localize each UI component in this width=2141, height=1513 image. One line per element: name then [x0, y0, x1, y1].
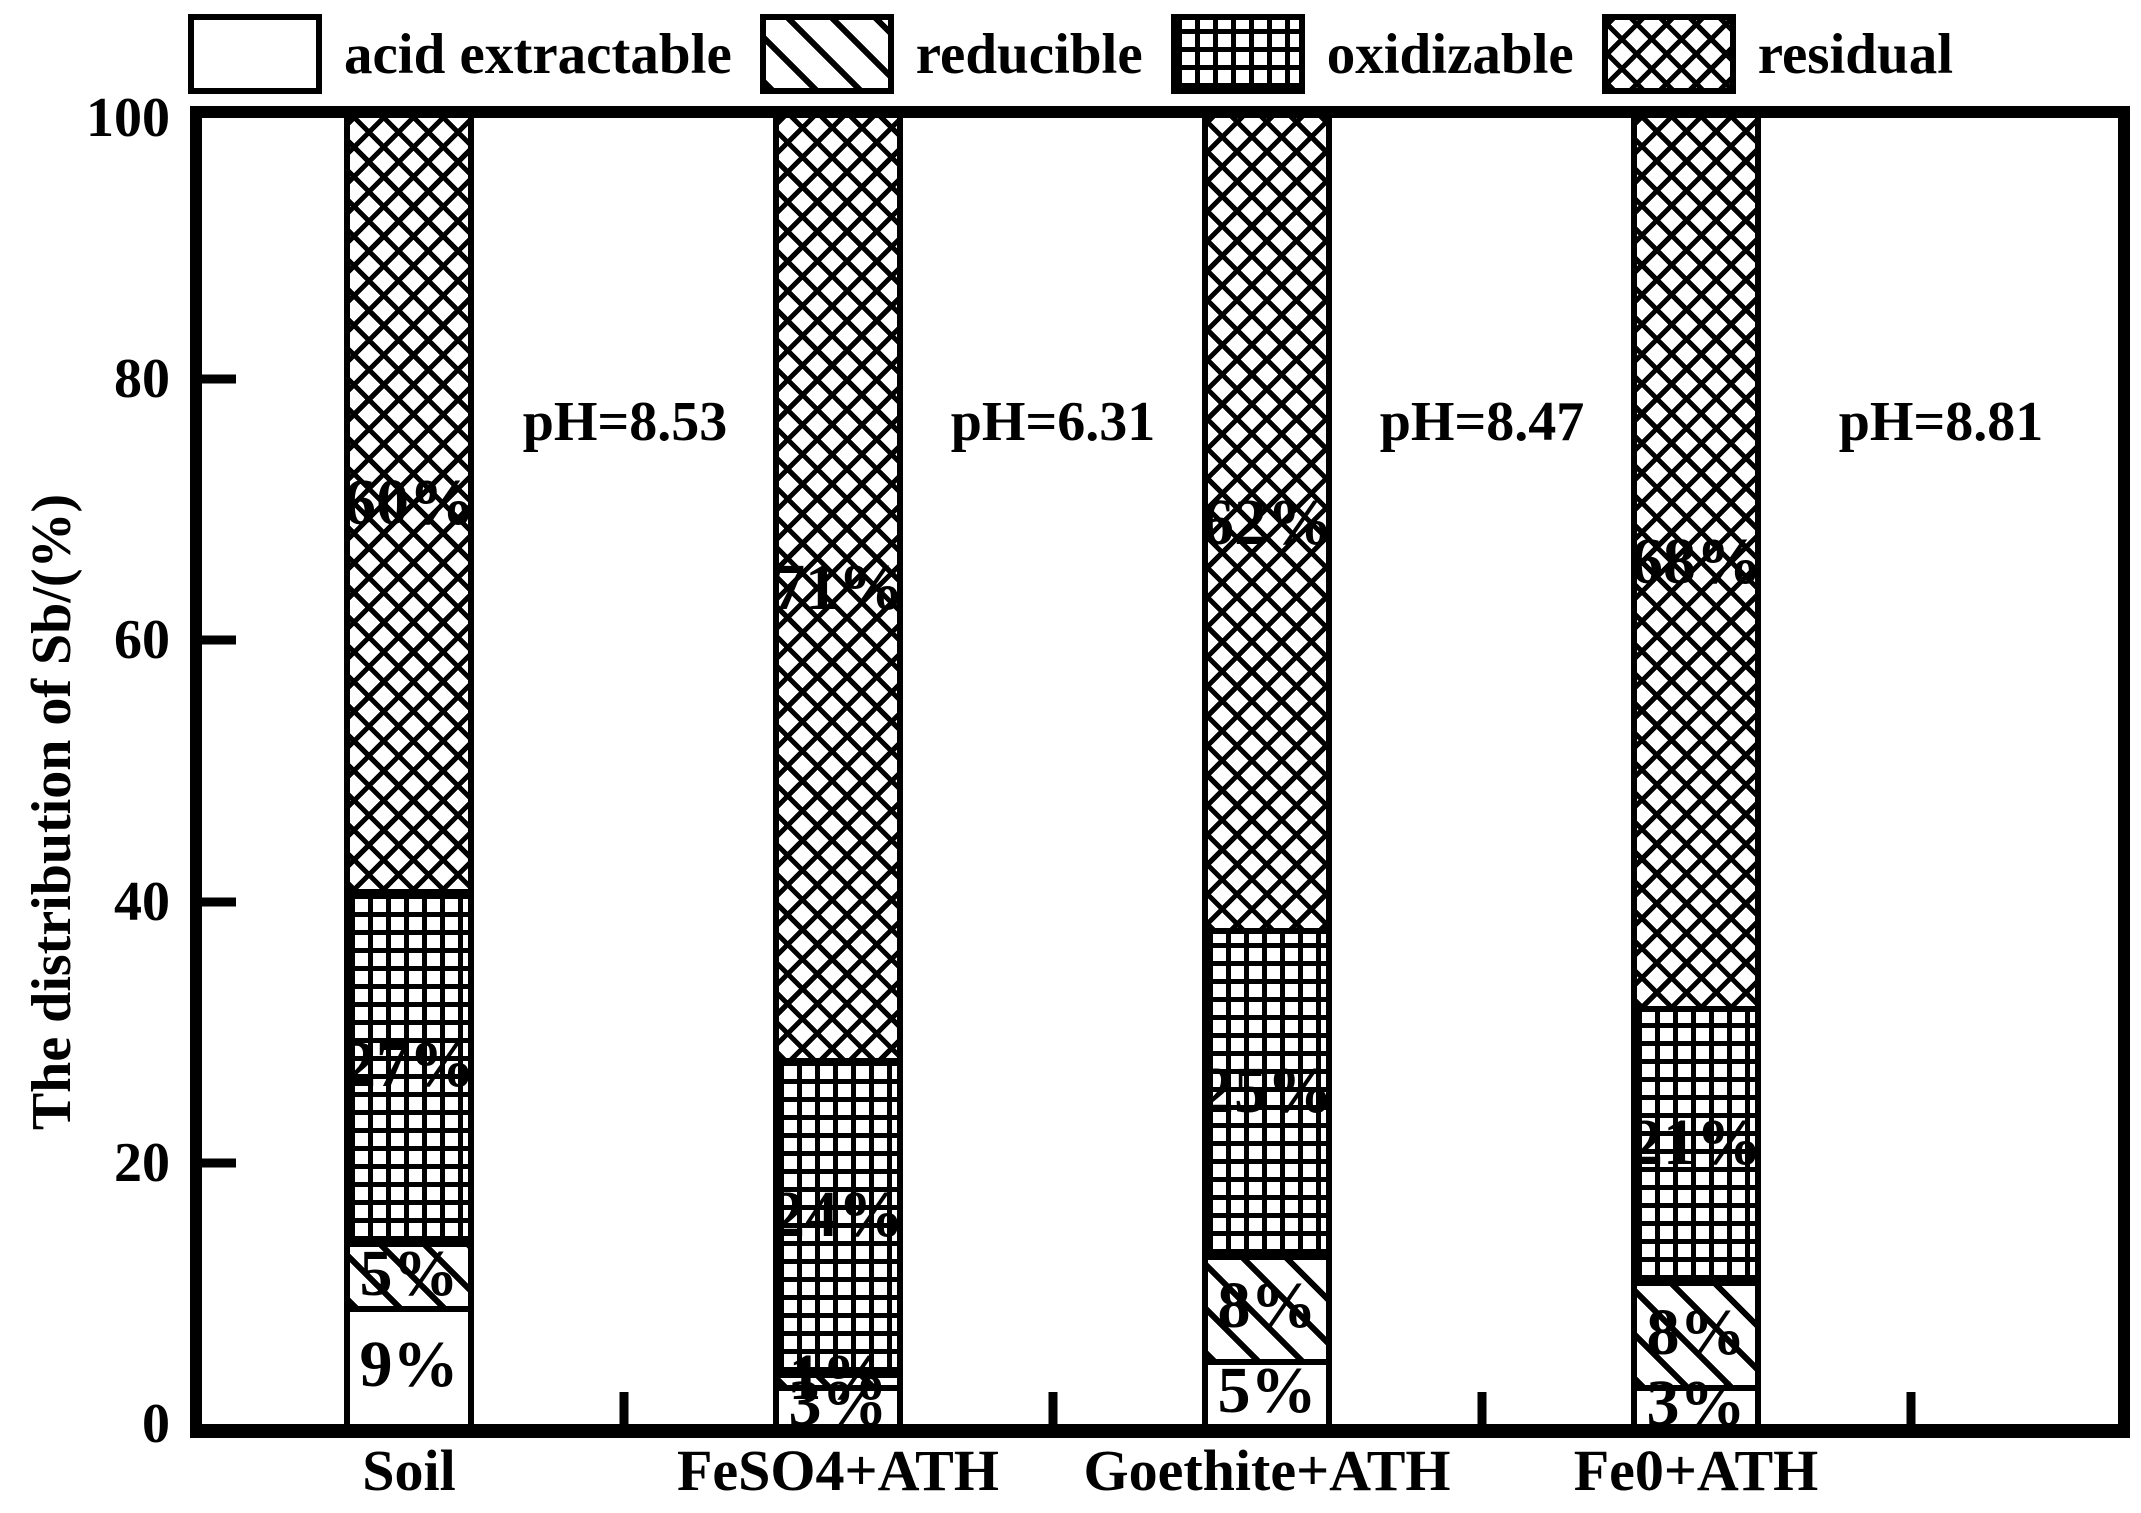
- bar-segment-reducible: [1631, 1280, 1761, 1385]
- y-axis-tick-40: [202, 897, 236, 907]
- ph-annotation-fe0-ath: pH=8.81: [1838, 391, 2044, 453]
- y-axis-tick-label-80: 80: [114, 348, 170, 411]
- bar-segment-oxidizable: [344, 888, 474, 1242]
- bar-segment-residual: [773, 118, 903, 1059]
- bar-segment-acid-extractable: [1631, 1384, 1761, 1424]
- bar-value-label-oxidizable: 25%: [1201, 1053, 1333, 1127]
- x-axis-tick-2: [1048, 1392, 1058, 1424]
- bar-segment-residual: [344, 118, 474, 889]
- ph-annotation-goethite-ath: pH=8.47: [1379, 391, 1585, 453]
- bar-segment-oxidizable: [773, 1058, 903, 1372]
- legend-label-reducible: reducible: [915, 22, 1143, 86]
- bar-segment-acid-extractable: [344, 1306, 474, 1424]
- x-axis-label-fe0-ath: Fe0+ATH: [1573, 1438, 1819, 1503]
- y-axis-tick-label-100: 100: [86, 87, 170, 149]
- bar-segment-acid-extractable: [773, 1384, 903, 1424]
- x-axis-tick-1: [619, 1392, 629, 1424]
- y-axis-tick-label-60: 60: [114, 609, 170, 672]
- legend-swatch-reducible-icon: [759, 14, 894, 94]
- y-axis-tick-20: [202, 1158, 236, 1168]
- legend-swatch-acid-extractable-icon: [187, 14, 322, 94]
- x-axis-label-soil: Soil: [362, 1438, 456, 1503]
- bar-segment-oxidizable: [1202, 927, 1332, 1255]
- ph-annotation-soil: pH=8.53: [522, 391, 728, 453]
- bar-value-label-acid-extractable: 9%: [359, 1328, 459, 1402]
- bar-value-label-oxidizable: 21%: [1630, 1106, 1762, 1180]
- bar-feso4-ath: 3% 1% 24% 71%: [772, 118, 904, 1437]
- plot-inner: 9% 5% 27% 60% pH=8.53 3% 1% 24% 71% pH=6.31 5% 8% 25…: [202, 118, 2118, 1437]
- legend-item-acid-extractable: acid extractable: [187, 14, 732, 94]
- x-axis-tick-4: [1906, 1392, 1916, 1424]
- y-axis-tick-label-0: 0: [142, 1393, 170, 1455]
- bar-segment-residual: [1202, 118, 1332, 928]
- legend-swatch-oxidizable-icon: [1170, 14, 1305, 94]
- bar-value-label-oxidizable: 27%: [343, 1027, 475, 1101]
- x-axis-label-goethite-ath: Goethite+ATH: [1083, 1438, 1451, 1503]
- bar-value-label-residual: 60%: [343, 466, 475, 540]
- y-axis-tick-label-20: 20: [114, 1131, 170, 1194]
- bar-value-label-acid-extractable: 3%: [788, 1367, 888, 1441]
- bar-value-label-acid-extractable: 3%: [1646, 1367, 1746, 1441]
- bar-value-label-residual: 71%: [772, 551, 904, 625]
- y-axis-tick-60: [202, 635, 236, 645]
- legend-item-reducible: reducible: [759, 14, 1143, 94]
- bar-value-label-oxidizable: 24%: [772, 1178, 904, 1252]
- y-axis-tick-80: [202, 374, 236, 384]
- bar-segment-reducible: [344, 1241, 474, 1307]
- ph-annotation-feso4-ath: pH=6.31: [950, 391, 1156, 453]
- bar-value-label-reducible: 1%: [788, 1341, 888, 1415]
- x-axis-label-feso4-ath: FeSO4+ATH: [677, 1438, 999, 1503]
- legend-label-residual: residual: [1757, 22, 1954, 86]
- legend-label-oxidizable: oxidizable: [1326, 22, 1574, 86]
- bar-fe0-ath: 3% 8% 21% 68%: [1630, 118, 1762, 1437]
- bar-value-label-reducible: 8%: [1217, 1269, 1317, 1343]
- bar-value-label-reducible: 8%: [1646, 1295, 1746, 1369]
- bar-segment-acid-extractable: [1202, 1358, 1332, 1424]
- legend-label-acid-extractable: acid extractable: [343, 22, 732, 86]
- x-axis-tick-3: [1477, 1392, 1487, 1424]
- legend-item-residual: residual: [1601, 14, 1954, 94]
- y-axis-title: The distribution of Sb/(%): [21, 493, 83, 1131]
- bar-segment-reducible: [773, 1371, 903, 1385]
- bar-segment-reducible: [1202, 1254, 1332, 1359]
- y-axis-tick-label-40: 40: [114, 870, 170, 933]
- bar-segment-oxidizable: [1631, 1006, 1761, 1281]
- bar-soil: 9% 5% 27% 60%: [343, 118, 475, 1424]
- legend: acid extractable reducible oxidizable resid…: [0, 14, 2141, 94]
- legend-swatch-residual-icon: [1601, 14, 1736, 94]
- plot-area: 9% 5% 27% 60% pH=8.53 3% 1% 24% 71% pH=6.31 5% 8% 25…: [190, 106, 2130, 1438]
- bar-goethite-ath: 5% 8% 25% 62%: [1201, 118, 1333, 1428]
- bar-value-label-residual: 62%: [1201, 485, 1333, 559]
- bar-value-label-acid-extractable: 5%: [1217, 1354, 1317, 1428]
- bar-value-label-residual: 68%: [1630, 525, 1762, 599]
- bar-segment-residual: [1631, 118, 1761, 1007]
- bar-value-label-reducible: 5%: [359, 1236, 459, 1310]
- legend-item-oxidizable: oxidizable: [1170, 14, 1574, 94]
